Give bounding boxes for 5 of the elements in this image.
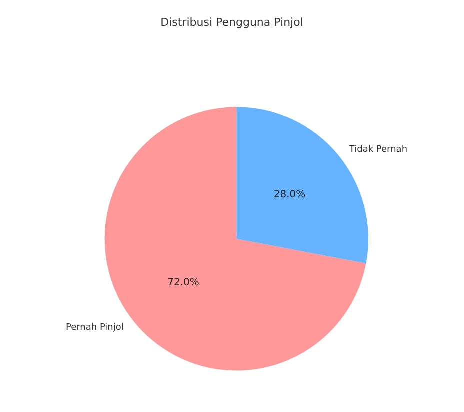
slice-label: Tidak Pernah	[348, 144, 408, 155]
data-label: 28.0%	[274, 190, 306, 201]
data-label: 72.0%	[168, 277, 200, 288]
chart-title: Distribusi Pengguna Pinjol	[160, 16, 304, 29]
slice-label: Pernah Pinjol	[66, 323, 124, 334]
